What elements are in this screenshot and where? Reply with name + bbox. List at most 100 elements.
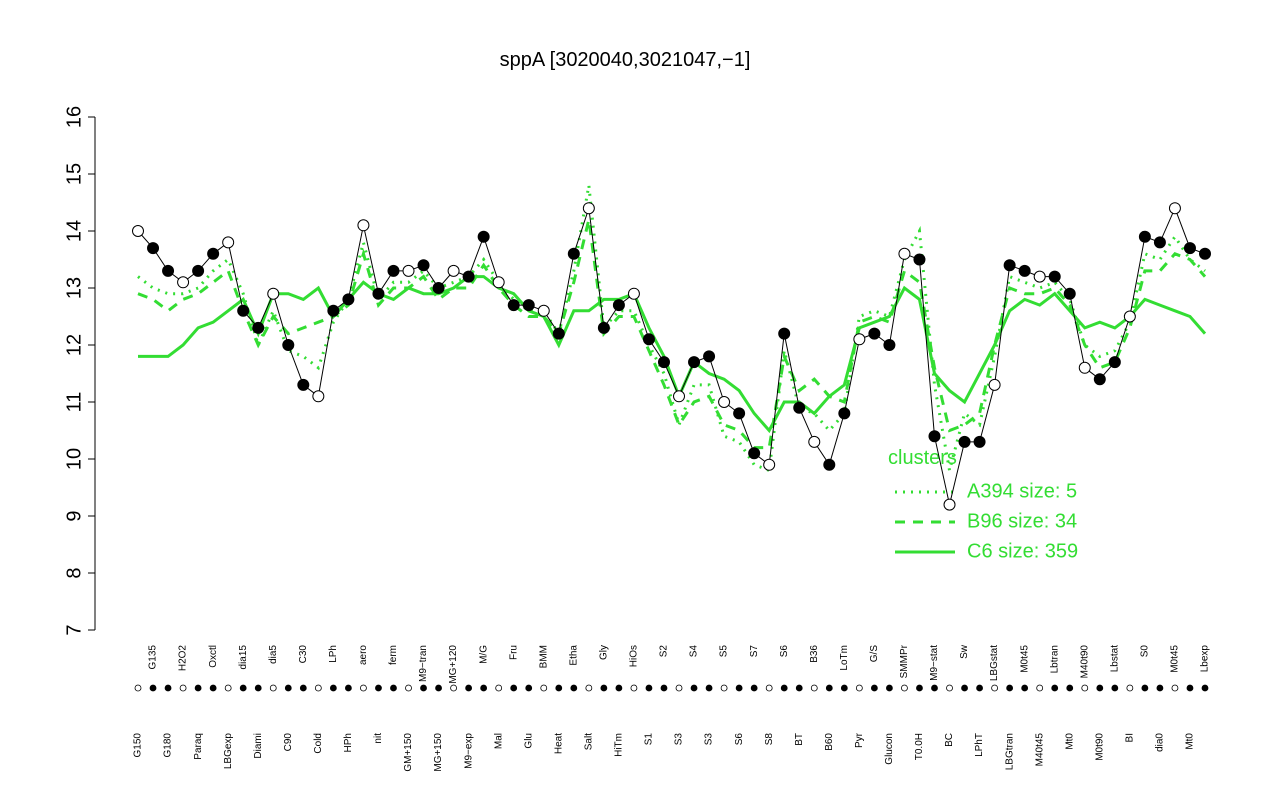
category-marker [344,684,352,692]
category-marker [179,684,187,692]
x-tick-label: Cold [313,733,324,754]
observed-point [177,276,190,289]
observed-point [537,304,550,317]
category-marker [1051,684,1059,692]
x-tick-label: G/S [869,645,880,663]
category-marker [1066,684,1074,692]
legend-label: B96 size: 34 [967,510,1077,532]
x-tick-label: M9−stat [929,645,940,681]
observed-point [853,333,866,346]
observed-point [357,219,370,232]
category-marker [675,684,683,692]
category-marker [825,684,833,692]
observed-point [1003,259,1016,272]
observed-point [898,247,911,260]
x-tick-label: aero [358,645,369,665]
category-marker [239,684,247,692]
observed-point [778,327,791,340]
category-marker [765,684,773,692]
observed-point [507,299,520,312]
observed-point [492,276,505,289]
category-marker [525,684,533,692]
observed-point [612,299,625,312]
x-tick-label: Glucon [884,733,895,765]
category-marker [495,684,503,692]
observed-point [958,435,971,448]
observed-point [582,202,595,215]
category-marker [720,684,728,692]
x-tick-label: S3 [674,733,685,746]
category-marker [224,684,232,692]
category-marker [284,684,292,692]
x-tick-label: G150 [133,733,144,758]
observed-point [868,327,881,340]
x-tick-label: S6 [779,645,790,658]
x-tick-label: dia0 [1155,733,1166,752]
x-tick-label: LBGtran [1004,733,1015,770]
x-tick-label: S0 [1140,645,1151,658]
category-marker [149,684,157,692]
category-marker [630,684,638,692]
x-tick-label: G135 [148,645,159,670]
chart-title: sppA [3020040,3021047,−1] [500,49,751,71]
category-marker [976,684,983,692]
observed-point [372,287,385,300]
observed-point [462,270,475,283]
legend-title: clusters [888,447,957,469]
observed-point [1063,287,1076,300]
x-tick-label: Heat [553,733,564,754]
x-tick-label: BMM [538,645,549,668]
category-marker [555,684,563,692]
x-tick-label: S7 [749,645,760,658]
x-tick-label: LBGstat [989,645,1000,681]
cluster-line [138,275,1207,434]
observed-point [973,435,986,448]
category-marker [991,684,999,692]
category-marker [570,684,578,692]
observed-point [132,225,144,237]
category-marker [1036,684,1044,692]
observed-point [823,458,836,471]
x-tick-label: HPh [343,733,354,752]
category-marker [164,684,172,692]
x-tick-label: LBGexp [223,733,234,770]
observed-point [447,264,460,277]
category-marker [1156,684,1164,692]
observed-point [627,287,640,300]
category-marker [1081,684,1089,692]
x-tick-label: dia15 [238,645,249,670]
observed-point [417,259,430,272]
category-marker [886,684,893,692]
x-tick-label: Paraq [193,733,204,760]
observed-point [477,230,490,243]
y-tick-label: 13 [63,277,85,299]
category-marker [1021,684,1029,692]
legend-label: C6 size: 359 [967,540,1078,562]
category-marker [465,684,473,692]
category-marker [735,684,743,692]
category-marker [615,684,623,692]
x-tick-label: LPh [328,645,339,663]
observed-point [297,378,310,391]
x-tick-label: G180 [163,733,174,758]
x-tick-label: C30 [298,645,309,664]
observed-point [988,378,1001,391]
observed-point [1199,247,1211,260]
observed-point [838,407,851,420]
observed-line [137,206,1206,505]
observed-point [943,498,956,511]
category-marker [134,684,142,692]
observed-point [207,247,220,260]
x-tick-label: M0t45 [1170,645,1181,673]
observed-point [402,264,415,277]
observed-point [342,293,355,306]
y-tick-label: 15 [63,163,85,185]
x-tick-label: nit [373,733,384,744]
x-tick-label: Lbtran [1049,645,1060,673]
category-marker [780,684,788,692]
category-marker [299,684,307,692]
y-tick-label: 7 [63,624,85,635]
category-marker [660,684,668,692]
x-tick-label: HiTm [614,733,625,757]
observed-point [883,339,896,351]
